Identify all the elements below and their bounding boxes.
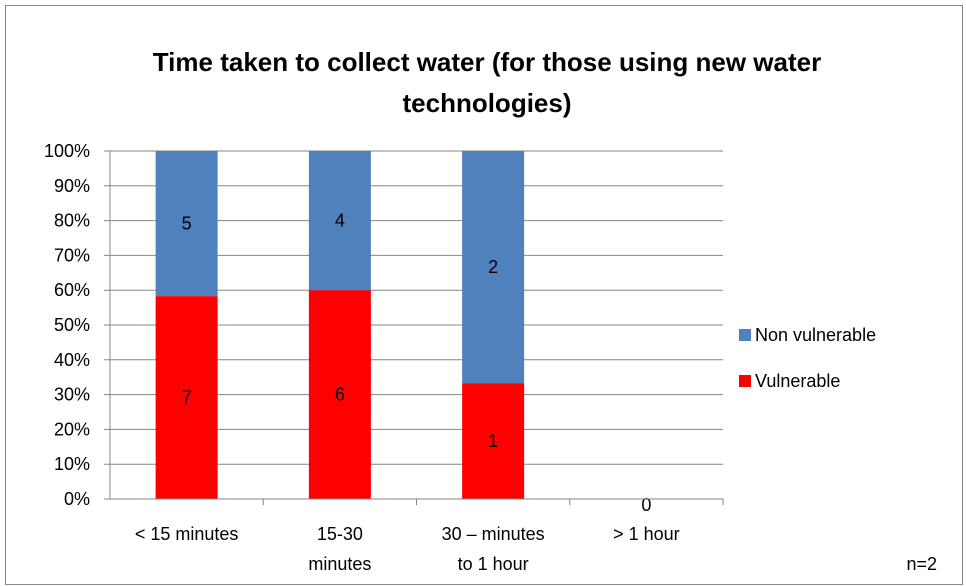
x-tick-label-line: minutes	[308, 554, 371, 574]
legend-swatch	[739, 329, 751, 341]
y-tick-label: 30%	[54, 385, 90, 405]
y-tick-label: 100%	[44, 141, 90, 161]
data-label: 7	[182, 388, 192, 408]
bar-segment	[155, 151, 218, 297]
x-tick-label-line: < 15 minutes	[135, 524, 239, 544]
y-tick-label: 0%	[64, 489, 90, 509]
data-label: 6	[335, 385, 345, 405]
legend-swatch	[739, 375, 751, 387]
x-tick-label-line: to 1 hour	[458, 554, 529, 574]
data-label: 5	[182, 214, 192, 234]
chart-title: Time taken to collect water (for those u…	[152, 47, 822, 118]
data-label: 2	[488, 257, 498, 277]
x-tick-label: 15-30 minutes	[308, 524, 371, 574]
legend-label: Vulnerable	[755, 371, 840, 391]
data-label: 0	[641, 495, 651, 515]
y-tick-label: 90%	[54, 176, 90, 196]
bar-segment	[308, 151, 371, 291]
x-tick-label: < 15 minutes	[135, 524, 239, 544]
y-tick-label: 80%	[54, 211, 90, 231]
x-tick-label: > 1 hour	[613, 524, 680, 544]
x-tick-label-line: 15-30	[317, 524, 363, 544]
y-tick-label: 70%	[54, 245, 90, 265]
bar-segment	[462, 383, 525, 499]
data-label: 1	[488, 431, 498, 451]
bar-segment	[155, 296, 218, 499]
x-tick-label-line: > 1 hour	[613, 524, 680, 544]
note: n=2	[906, 554, 937, 574]
y-tick-label: 50%	[54, 315, 90, 335]
bar-segment	[308, 290, 371, 499]
y-tick-label: 40%	[54, 350, 90, 370]
bar-segment	[462, 151, 525, 384]
y-tick-label: 10%	[54, 454, 90, 474]
x-tick-label-line: 30 – minutes	[442, 524, 545, 544]
y-tick-label: 20%	[54, 419, 90, 439]
x-tick-label: 30 – minutes to 1 hour	[442, 524, 545, 574]
y-tick-label: 60%	[54, 280, 90, 300]
data-label: 4	[335, 211, 345, 231]
legend-label: Non vulnerable	[755, 325, 876, 345]
